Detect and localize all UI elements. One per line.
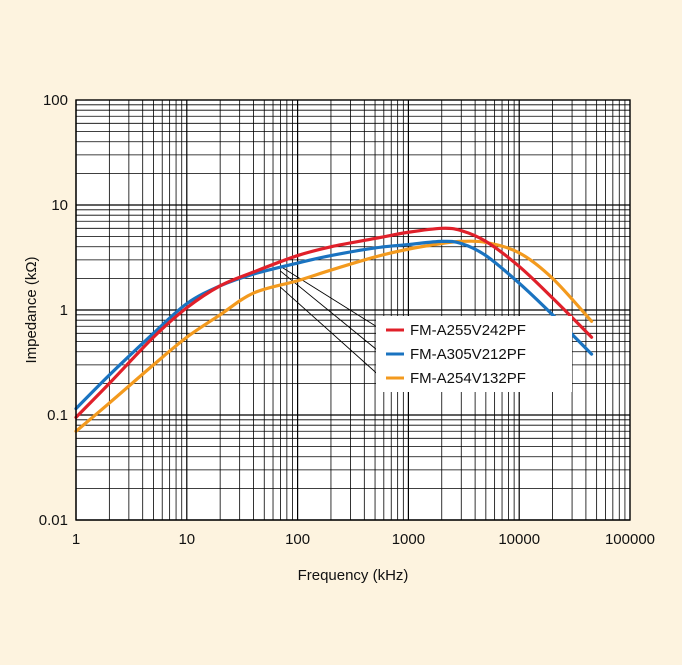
x-tick-labels: 1 10 100 1000 10000 100000 (72, 531, 655, 548)
leader-line (280, 270, 383, 355)
x-tick-label: 1000 (392, 531, 425, 548)
plot-border (75, 99, 631, 521)
legend-label: FM-A254V132PF (410, 370, 526, 387)
x-tick-label: 10 (178, 531, 195, 548)
legend: FM-A255V242PF FM-A305V212PF FM-A254V132PF (386, 322, 526, 387)
legend-background (376, 316, 572, 392)
x-tick-label: 100000 (605, 531, 655, 548)
legend-label: FM-A305V212PF (410, 346, 526, 363)
y-tick-labels: 0.01 0.1 1 10 100 (39, 92, 68, 529)
x-axis-label: Frequency (kHz) (298, 567, 409, 584)
y-tick-label: 0.01 (39, 512, 68, 529)
y-tick-label: 10 (51, 197, 68, 214)
y-axis-label: Impedance (kΩ) (23, 256, 40, 363)
leader-line (280, 286, 383, 379)
x-tick-label: 100 (285, 531, 310, 548)
series-line-fm-a305v212pf (74, 239, 594, 411)
series-curves (74, 226, 594, 433)
x-tick-label: 10000 (498, 531, 540, 548)
x-tick-label: 1 (72, 531, 80, 548)
y-tick-label: 1 (60, 302, 68, 319)
y-tick-label: 100 (43, 92, 68, 109)
series-line-fm-a255v242pf (74, 226, 594, 419)
y-tick-label: 0.1 (47, 407, 68, 424)
series-line-fm-a254v132pf (74, 239, 594, 433)
legend-label: FM-A255V242PF (410, 322, 526, 339)
leader-lines (280, 266, 383, 379)
leader-line (280, 266, 383, 331)
